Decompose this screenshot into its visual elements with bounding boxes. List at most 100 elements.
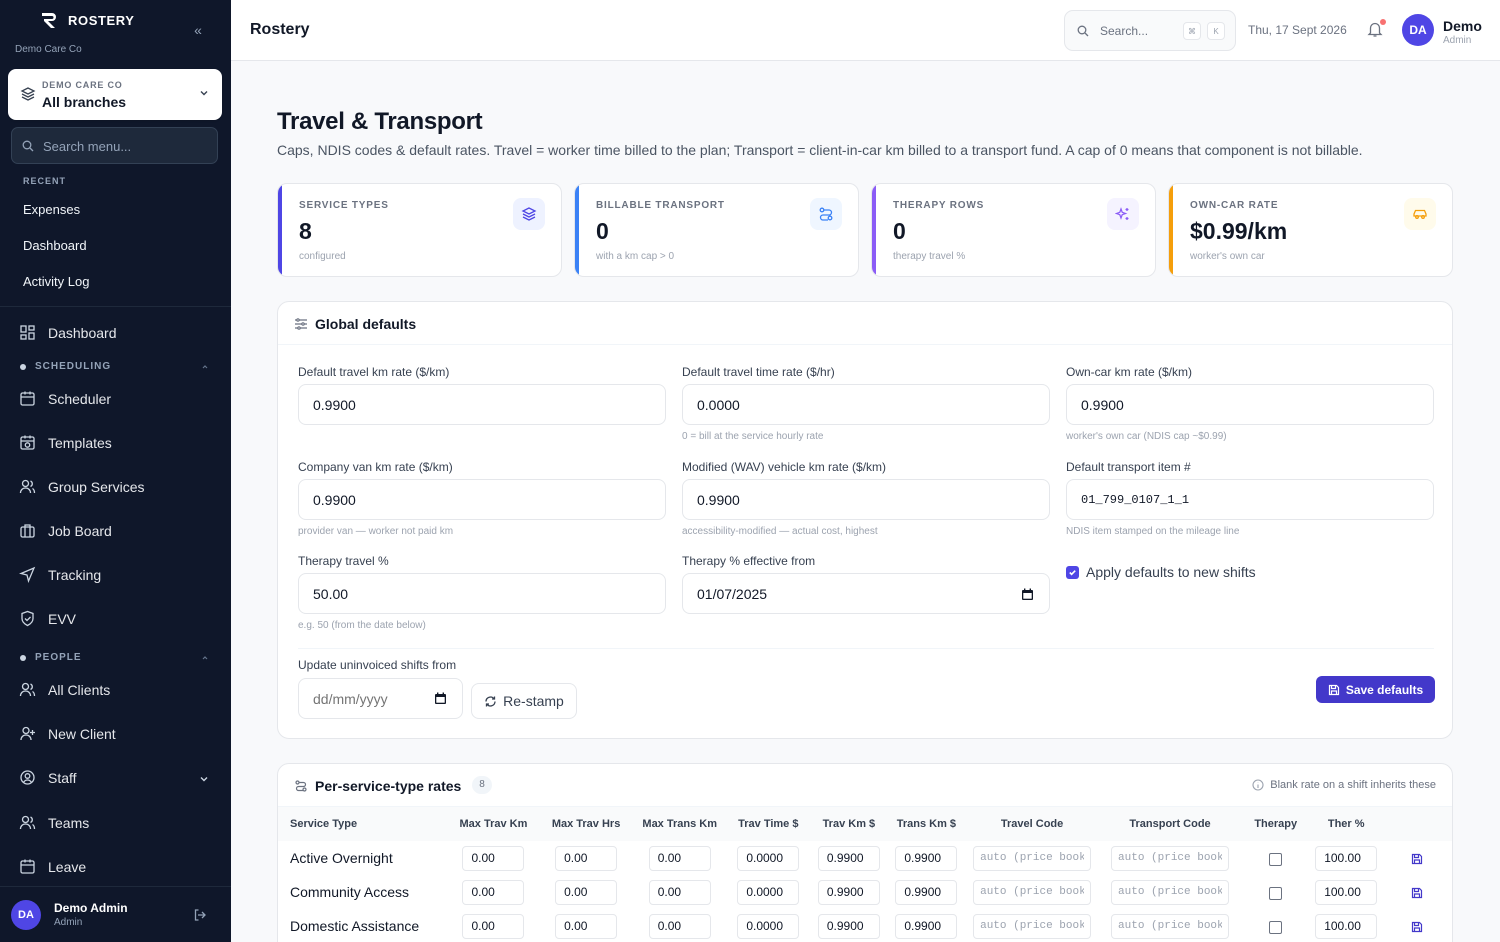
nav-item-staff[interactable]: Staff	[19, 769, 77, 786]
nav-item-evv[interactable]: EVV	[19, 610, 76, 627]
calendar-icon[interactable]	[434, 692, 447, 705]
recent-item-dashboard[interactable]: Dashboard	[23, 238, 87, 253]
trav-time-input[interactable]	[737, 879, 800, 905]
nav-item-scheduler[interactable]: Scheduler	[19, 390, 111, 407]
travel-code-input[interactable]	[973, 879, 1092, 905]
nav-item-all-clients[interactable]: All Clients	[19, 681, 110, 698]
travel-km-rate-input[interactable]	[298, 384, 666, 425]
nav-label: New Client	[48, 725, 116, 742]
column-header-actions	[1381, 807, 1452, 841]
company-van-rate-input[interactable]	[298, 479, 666, 520]
bell-icon[interactable]	[1366, 20, 1384, 38]
chevron-down-icon[interactable]	[198, 773, 210, 785]
service-type-name: Active Overnight	[290, 850, 393, 866]
max-trans-km-input[interactable]	[648, 913, 711, 939]
trav-km-input[interactable]	[817, 913, 880, 939]
stat-sub: configured	[299, 251, 346, 262]
collapse-sidebar-icon[interactable]: «	[194, 22, 202, 38]
trav-km-input[interactable]	[817, 845, 880, 871]
transport-code-input[interactable]	[1111, 879, 1230, 905]
nav-item-dashboard[interactable]: Dashboard	[19, 324, 117, 341]
logout-icon[interactable]	[193, 908, 207, 922]
therapy-checkbox[interactable]	[1269, 852, 1283, 866]
calendar-icon[interactable]	[1021, 588, 1034, 601]
max-trav-km-input[interactable]	[462, 879, 525, 905]
nav-item-tracking[interactable]: Tracking	[19, 566, 101, 583]
trav-time-input[interactable]	[737, 913, 800, 939]
nav-item-templates[interactable]: Templates	[19, 434, 112, 451]
section-divider	[298, 648, 1434, 649]
max-trav-km-input[interactable]	[462, 845, 525, 871]
global-search[interactable]: Search... ⌘ K	[1064, 10, 1236, 51]
update-from-date-input[interactable]	[298, 678, 463, 719]
max-trav-hrs-input[interactable]	[555, 913, 618, 939]
save-icon[interactable]	[1411, 921, 1423, 933]
therapy-checkbox[interactable]	[1269, 886, 1283, 900]
brand[interactable]: ROSTERY	[40, 11, 135, 29]
field-label: Own-car km rate ($/km)	[1066, 365, 1193, 379]
trav-km-input[interactable]	[817, 879, 880, 905]
save-icon[interactable]	[1411, 853, 1423, 865]
avatar[interactable]: DA	[1402, 14, 1434, 46]
therapy-from-date-input[interactable]	[682, 573, 1050, 614]
stat-accent	[1169, 184, 1173, 276]
trans-km-input[interactable]	[895, 879, 958, 905]
travel-code-input[interactable]	[973, 845, 1092, 871]
travel-time-rate-input[interactable]	[682, 384, 1050, 425]
therapy-checkbox[interactable]	[1269, 920, 1283, 934]
max-trav-hrs-input[interactable]	[555, 845, 618, 871]
info-icon	[1252, 779, 1264, 791]
group-scheduling[interactable]: SCHEDULING	[20, 361, 111, 372]
trans-km-input[interactable]	[895, 845, 958, 871]
trav-time-input[interactable]	[737, 845, 800, 871]
sidebar: ROSTERY Demo Care Co « DEMO CARE CO All …	[0, 0, 231, 942]
transport-code-input[interactable]	[1111, 913, 1230, 939]
save-defaults-button[interactable]: Save defaults	[1316, 676, 1435, 703]
nav-item-new-client[interactable]: New Client	[19, 725, 116, 742]
global-search-placeholder: Search...	[1100, 24, 1149, 38]
table-row: Active Overnight	[278, 841, 1452, 875]
field-hint: e.g. 50 (from the date below)	[298, 620, 426, 631]
recent-item-expenses[interactable]: Expenses	[23, 202, 81, 217]
kbd-cmd: ⌘	[1183, 22, 1201, 40]
stat-label: BILLABLE TRANSPORT	[596, 200, 725, 211]
card-header: Per-service-type rates 8 Blank rate on a…	[278, 764, 1452, 807]
field-label: Default transport item #	[1066, 460, 1191, 474]
column-header: Ther %	[1310, 807, 1382, 841]
save-icon[interactable]	[1411, 887, 1423, 899]
transport-code-input[interactable]	[1111, 845, 1230, 871]
nav-item-leave[interactable]: Leave	[19, 858, 86, 875]
topbar-user-name: Demo	[1443, 18, 1482, 34]
max-trav-hrs-input[interactable]	[555, 879, 618, 905]
own-car-rate-input[interactable]	[1066, 384, 1434, 425]
sidebar-search-input[interactable]	[43, 136, 213, 156]
restamp-button[interactable]: Re-stamp	[471, 683, 577, 719]
ther-pct-input[interactable]	[1315, 879, 1378, 905]
stat-billable-transport: BILLABLE TRANSPORT 0 with a km cap > 0	[574, 183, 859, 277]
ther-pct-input[interactable]	[1315, 845, 1378, 871]
column-header: Trav Time $	[727, 807, 810, 841]
travel-code-input[interactable]	[973, 913, 1092, 939]
org-selector[interactable]: DEMO CARE CO All branches	[8, 69, 222, 120]
notification-dot	[1380, 19, 1386, 25]
max-trans-km-input[interactable]	[648, 845, 711, 871]
therapy-pct-input[interactable]	[298, 573, 666, 614]
rostery-logo-icon	[42, 13, 56, 28]
nav-item-teams[interactable]: Teams	[19, 814, 89, 831]
field-hint: NDIS item stamped on the mileage line	[1066, 526, 1240, 537]
nav-item-group-services[interactable]: Group Services	[19, 478, 144, 495]
transport-item-input[interactable]	[1066, 479, 1434, 520]
nav-item-job-board[interactable]: Job Board	[19, 522, 112, 539]
max-trav-km-input[interactable]	[462, 913, 525, 939]
trans-km-input[interactable]	[895, 913, 958, 939]
page-title: Travel & Transport	[277, 108, 483, 135]
recent-item-activity-log[interactable]: Activity Log	[23, 274, 90, 289]
max-trans-km-input[interactable]	[648, 879, 711, 905]
avatar[interactable]: DA	[11, 900, 41, 930]
group-people[interactable]: PEOPLE	[20, 652, 82, 663]
topbar: Rostery Search... ⌘ K Thu, 17 Sept 2026 …	[231, 0, 1500, 61]
users-icon	[19, 815, 36, 830]
wav-rate-input[interactable]	[682, 479, 1050, 520]
ther-pct-input[interactable]	[1315, 913, 1378, 939]
apply-defaults-checkbox[interactable]: Apply defaults to new shifts	[1066, 564, 1256, 580]
